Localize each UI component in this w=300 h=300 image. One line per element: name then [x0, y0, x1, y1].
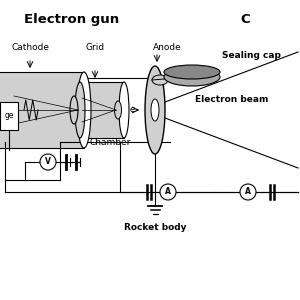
Text: V: V	[45, 158, 51, 166]
Text: A: A	[165, 188, 171, 196]
Circle shape	[160, 184, 176, 200]
Text: Grid: Grid	[85, 43, 105, 52]
Ellipse shape	[164, 68, 220, 86]
Circle shape	[240, 184, 256, 200]
Text: A: A	[245, 188, 251, 196]
Text: Anode: Anode	[153, 43, 181, 52]
Text: Cathode: Cathode	[11, 43, 49, 52]
Text: Electron gun: Electron gun	[24, 13, 120, 26]
Text: Rocket body: Rocket body	[124, 223, 186, 232]
Ellipse shape	[70, 96, 78, 124]
Ellipse shape	[145, 66, 165, 154]
Ellipse shape	[152, 75, 168, 85]
Ellipse shape	[151, 99, 159, 121]
Bar	[0, 102, 18, 130]
Ellipse shape	[75, 82, 85, 138]
Bar	[0, 72, 84, 148]
Text: Chamber: Chamber	[89, 138, 131, 147]
Ellipse shape	[119, 82, 129, 138]
Bar	[80, 82, 124, 138]
Text: C: C	[240, 13, 250, 26]
Text: e: e	[129, 106, 135, 115]
Text: Electron beam: Electron beam	[195, 95, 268, 104]
Circle shape	[40, 154, 56, 170]
Text: Sealing cap: Sealing cap	[222, 52, 281, 61]
Ellipse shape	[77, 72, 91, 148]
Text: ge: ge	[4, 112, 14, 121]
Ellipse shape	[164, 65, 220, 79]
Ellipse shape	[115, 101, 122, 119]
